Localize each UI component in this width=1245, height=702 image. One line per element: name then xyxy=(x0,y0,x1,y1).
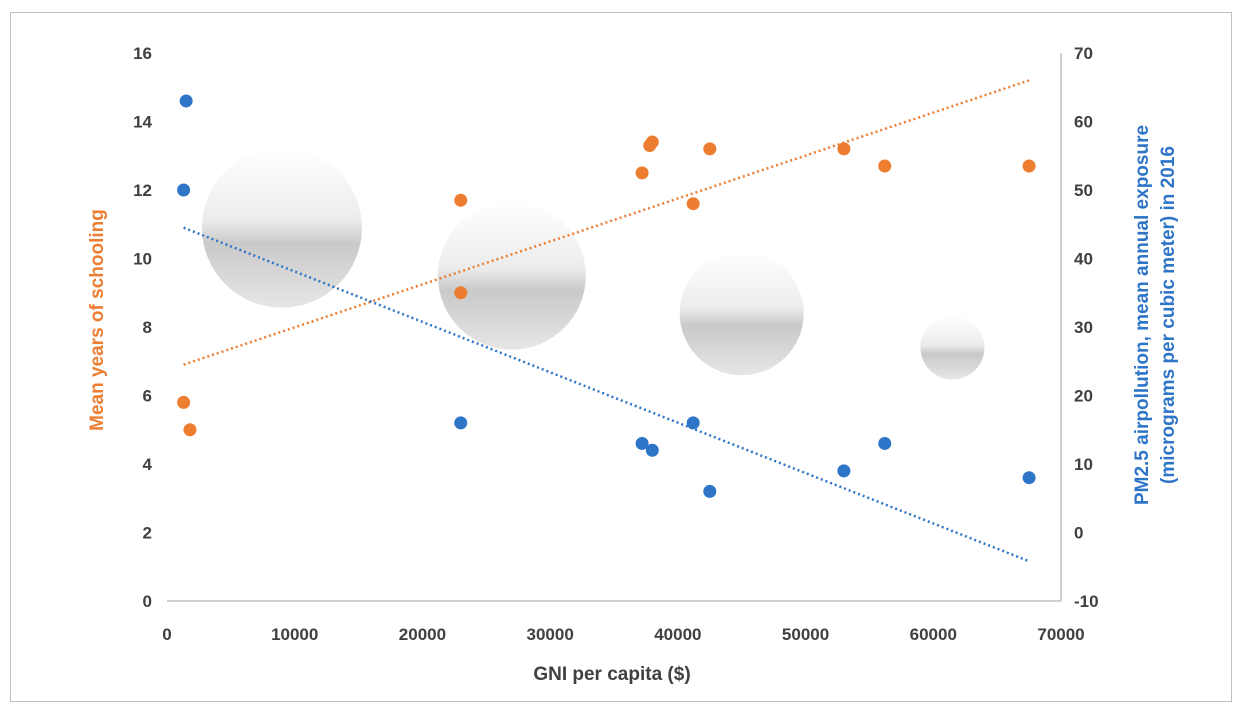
x-tick-label: 10000 xyxy=(271,625,318,644)
pollution-point xyxy=(635,436,649,450)
x-tick-label: 20000 xyxy=(399,625,446,644)
pollution-point xyxy=(703,484,717,498)
pollution-point xyxy=(1022,471,1036,485)
y-right-axis-title: PM2.5 airpollution, mean annual exposure… xyxy=(1132,125,1179,505)
pollution-trendline xyxy=(183,226,1030,563)
chart-frame xyxy=(10,12,1232,702)
y-right-tick-label: 30 xyxy=(1074,318,1093,337)
bubble-1 xyxy=(201,147,362,308)
y-left-tick-label: 16 xyxy=(133,44,152,63)
schooling-point xyxy=(454,286,468,300)
pollution-point xyxy=(177,183,191,197)
bubbles-layer xyxy=(201,147,985,380)
schooling-point xyxy=(703,142,717,156)
pollution-point xyxy=(878,436,892,450)
points-layer xyxy=(177,94,1036,498)
schooling-point xyxy=(454,193,468,207)
x-tick-label: 70000 xyxy=(1037,625,1084,644)
y-right-tick-label: 0 xyxy=(1074,524,1083,543)
y-left-tick-label: 4 xyxy=(143,455,153,474)
pollution-point xyxy=(454,416,468,430)
schooling-point xyxy=(177,395,191,409)
y-right-tick-label: 70 xyxy=(1074,44,1093,63)
pollution-point xyxy=(686,416,700,430)
schooling-point xyxy=(1022,159,1036,173)
y-right-tick-label: 50 xyxy=(1074,181,1093,200)
pollution-point xyxy=(837,464,851,478)
y-right-tick-label: 20 xyxy=(1074,387,1093,406)
schooling-point xyxy=(878,159,892,173)
axes-layer: 0 10000 20000 30000 40000 50000 60000 70000 0 2 4 6… xyxy=(133,44,1099,644)
y-left-tick-label: 6 xyxy=(143,387,152,406)
x-tick-label: 0 xyxy=(162,625,171,644)
x-axis-title: GNI per capita ($) xyxy=(533,664,690,685)
y-right-tick-label: -10 xyxy=(1074,592,1099,611)
y-left-tick-label: 2 xyxy=(143,524,152,543)
y-right-tick-label: 10 xyxy=(1074,455,1093,474)
schooling-point xyxy=(645,135,659,149)
y-right-tick-label: 60 xyxy=(1074,113,1093,132)
y-right-axis-title-line1: PM2.5 airpollution, mean annual exposure xyxy=(1132,125,1153,505)
y-left-tick-label: 12 xyxy=(133,181,152,200)
x-tick-label: 30000 xyxy=(527,625,574,644)
x-tick-label: 50000 xyxy=(782,625,829,644)
trendlines-layer xyxy=(183,79,1030,563)
pollution-point xyxy=(179,94,193,108)
y-left-tick-label: 8 xyxy=(143,318,152,337)
y-left-tick-label: 14 xyxy=(133,113,152,132)
x-tick-label: 40000 xyxy=(654,625,701,644)
schooling-point xyxy=(183,423,197,437)
x-tick-label: 60000 xyxy=(910,625,957,644)
bubble-4 xyxy=(920,315,985,380)
y-left-axis-title: Mean years of schooling xyxy=(87,209,108,431)
schooling-point xyxy=(686,197,700,211)
schooling-point xyxy=(837,142,851,156)
schooling-trendline xyxy=(183,79,1030,366)
y-left-tick-label: 0 xyxy=(143,592,152,611)
y-right-axis-title-line2: (micrograms per cubic meter) in 2016 xyxy=(1158,146,1179,484)
y-left-tick-label: 10 xyxy=(133,250,152,269)
bubble-3 xyxy=(679,251,804,376)
y-right-tick-label: 40 xyxy=(1074,250,1093,269)
schooling-point xyxy=(635,166,649,180)
bubble-2 xyxy=(437,201,586,350)
pollution-point xyxy=(645,443,659,457)
